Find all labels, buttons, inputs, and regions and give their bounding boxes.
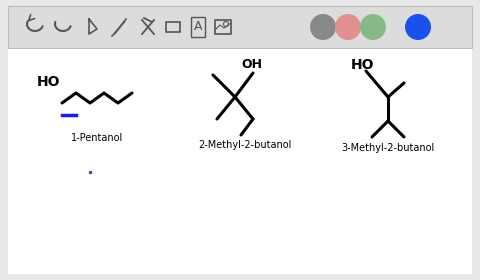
Text: HO: HO [350,58,374,72]
Text: 3-Methyl-2-butanol: 3-Methyl-2-butanol [341,143,434,153]
Bar [166,22,180,32]
Bar [215,20,231,34]
Text: 2-Methyl-2-butanol: 2-Methyl-2-butanol [198,140,292,150]
Text: 1-Pentanol: 1-Pentanol [71,133,123,143]
Bar [8,6,472,48]
Text: HO: HO [36,75,60,89]
Ellipse shape [310,14,336,40]
Bar [8,48,472,274]
Text: OH: OH [241,59,263,71]
Ellipse shape [405,14,431,40]
Ellipse shape [335,14,361,40]
Text: A: A [194,20,202,34]
Ellipse shape [360,14,386,40]
